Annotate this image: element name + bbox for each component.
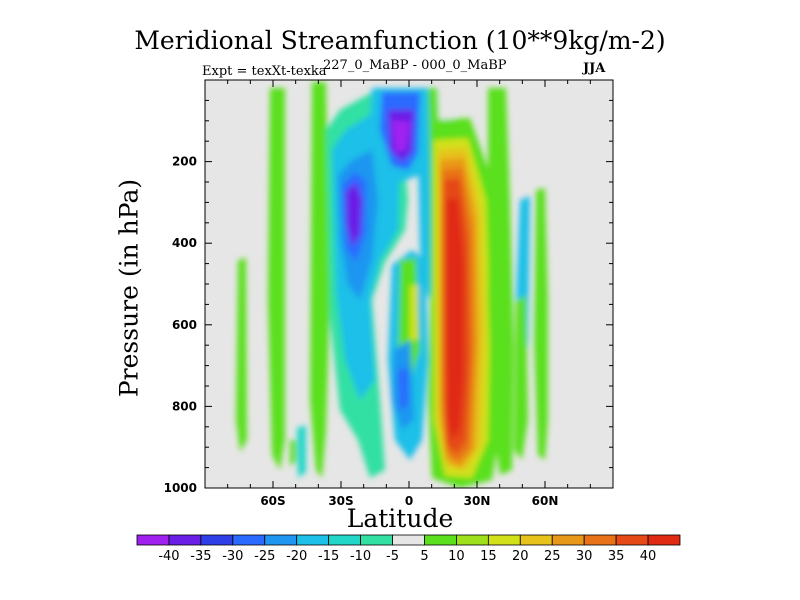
- colorbar-swatch: [200, 534, 234, 546]
- y-tick-label: 400: [172, 236, 197, 250]
- x-tick-label: 60N: [532, 494, 559, 508]
- colorbar-label: -30: [222, 549, 243, 564]
- season-label: JJA: [583, 61, 606, 76]
- contour-patch: [488, 88, 514, 475]
- colorbar-label: 10: [448, 549, 465, 564]
- contour-patch: [310, 82, 330, 478]
- contour-patch: [392, 120, 410, 152]
- colorbar-swatch: [647, 534, 681, 546]
- colorbar-swatch: [551, 534, 585, 546]
- contour-patch: [514, 296, 528, 460]
- colorbar-swatch: [456, 534, 489, 546]
- contour-patch: [534, 188, 548, 460]
- colorbar-swatch: [328, 534, 361, 546]
- colorbar-swatch: [487, 534, 521, 546]
- colorbar-swatch: [392, 534, 425, 546]
- colorbar-swatch: [232, 534, 266, 546]
- colorbar-label: 30: [576, 549, 593, 564]
- y-axis: 200 400 600 800 1000: [164, 99, 613, 495]
- x-axis-label: Latitude: [346, 504, 454, 533]
- colorbar-label: 35: [608, 549, 625, 564]
- colorbar-label: 25: [544, 549, 561, 564]
- x-tick-label: 30N: [464, 494, 491, 508]
- experiment-label: Expt = texXt-texka: [202, 64, 327, 79]
- contour-patch: [297, 425, 306, 478]
- contour-patch: [410, 285, 418, 340]
- contour-patch: [236, 258, 247, 452]
- colorbar-label: 15: [480, 549, 497, 564]
- colorbar-swatch: [264, 534, 298, 546]
- contour-patch: [398, 368, 408, 410]
- x-tick-label: 30S: [328, 494, 353, 508]
- colorbar-label: -25: [254, 549, 275, 564]
- colorbar-swatch: [360, 534, 393, 546]
- y-tick-label: 600: [172, 318, 197, 332]
- contour-patch: [446, 198, 464, 440]
- colorbar-swatch: [424, 534, 457, 546]
- colorbar-swatch: [615, 534, 649, 546]
- colorbar-label: 20: [512, 549, 529, 564]
- colorbar-swatch: [583, 534, 617, 546]
- chart-title: Meridional Streamfunction (10**9kg/m-2): [134, 26, 666, 55]
- y-tick-label: 1000: [164, 481, 197, 495]
- x-tick-label: 0: [405, 494, 413, 508]
- x-tick-label: 60S: [260, 494, 285, 508]
- chart-subtitle: 227_0_MaBP - 000_0_MaBP: [323, 58, 507, 73]
- colorbar-swatch: [519, 534, 553, 546]
- colorbar-label: -10: [350, 549, 371, 564]
- colorbar-swatch: [168, 534, 202, 546]
- y-tick-label: 800: [172, 399, 197, 413]
- y-tick-label: 200: [172, 155, 197, 169]
- colorbar-label: 5: [420, 549, 428, 564]
- colorbar-label: -35: [190, 549, 211, 564]
- contour-patch: [290, 440, 296, 466]
- colorbar-label: -5: [386, 549, 399, 564]
- colorbar: -40 -35 -30 -25 -20 -15 -10 -5 5 10 15 20 25 30 35 40: [136, 534, 681, 564]
- x-axis: 60S 30S 0 30N 60N: [227, 80, 591, 508]
- contour-fill: [236, 82, 548, 488]
- colorbar-label: -40: [158, 549, 179, 564]
- colorbar-label: 40: [640, 549, 657, 564]
- colorbar-label: -20: [286, 549, 307, 564]
- contour-patch: [346, 182, 362, 246]
- colorbar-swatch: [296, 534, 330, 546]
- contour-patch: [268, 88, 285, 470]
- colorbar-label: -15: [318, 549, 339, 564]
- colorbar-swatch: [136, 534, 170, 546]
